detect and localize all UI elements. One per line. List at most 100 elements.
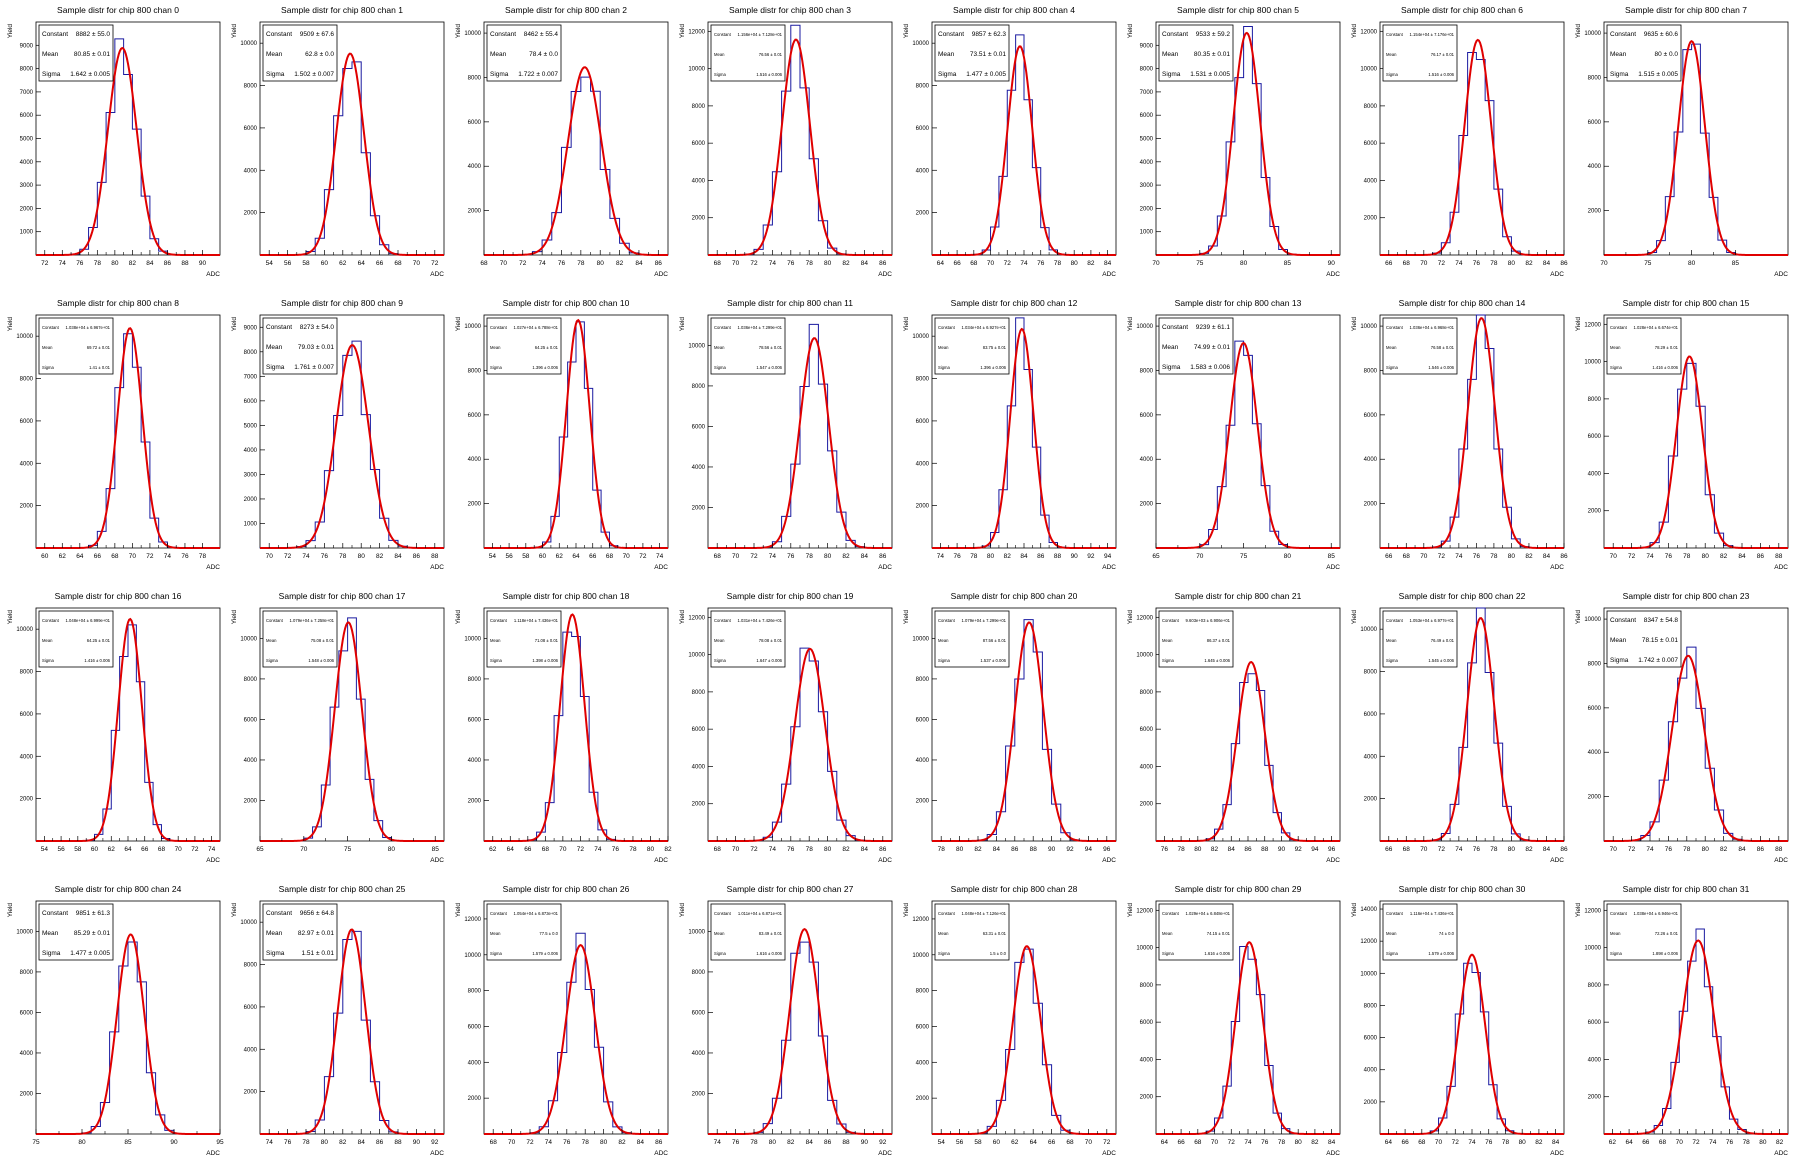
stat-value: 9635 ± 60.6 bbox=[1644, 31, 1679, 38]
x-tick-label: 74 bbox=[59, 260, 67, 267]
x-axis-title: ADC bbox=[654, 271, 668, 278]
x-tick-label: 68 bbox=[1066, 1139, 1074, 1146]
y-tick-label: 6000 bbox=[1364, 712, 1378, 718]
x-tick-label: 70 bbox=[500, 260, 508, 267]
histogram-chart: Sample distr for chip 800 chan 9 70 72 74 76… bbox=[231, 298, 445, 571]
stat-name: Constant bbox=[714, 32, 732, 37]
x-tick-label: 80 bbox=[78, 1139, 86, 1146]
stat-name: Constant bbox=[490, 618, 508, 623]
x-tick-label: 70 bbox=[1196, 553, 1204, 560]
x-tick-label: 72 bbox=[1628, 846, 1636, 853]
gaussian-fit-curve bbox=[1380, 316, 1564, 549]
stat-name: Mean bbox=[714, 345, 725, 350]
stat-value: 76.17 ± 0.01 bbox=[1431, 52, 1455, 57]
x-tick-label: 72 bbox=[1452, 1139, 1460, 1146]
y-tick-label: 8000 bbox=[1364, 368, 1378, 374]
stat-value: 9857 ± 62.3 bbox=[972, 31, 1007, 38]
y-tick-label: 2000 bbox=[20, 797, 34, 803]
histogram-chart: Sample distr for chip 800 chan 4 64 66 68 70… bbox=[903, 5, 1117, 278]
histogram-panel: Sample distr for chip 800 chan 22 66 68 70 7… bbox=[1344, 586, 1568, 879]
histogram-panel: Sample distr for chip 800 chan 30 64 66 68 7… bbox=[1344, 879, 1568, 1172]
x-tick-label: 76 bbox=[612, 846, 620, 853]
stat-value: 1.898 ± 0.006 bbox=[1652, 951, 1678, 956]
x-tick-label: 76 bbox=[1473, 553, 1481, 560]
gaussian-fit-curve bbox=[708, 647, 892, 842]
y-axis-title: Yield bbox=[903, 24, 910, 39]
x-tick-label: 78 bbox=[582, 1139, 590, 1146]
stat-value: 8462 ± 55.4 bbox=[524, 31, 559, 38]
x-tick-label: 84 bbox=[1328, 1139, 1336, 1146]
x-tick-label: 78 bbox=[339, 553, 347, 560]
histogram-chart: Sample distr for chip 800 chan 23 70 72 74 7… bbox=[1575, 591, 1789, 864]
x-tick-label: 66 bbox=[141, 846, 149, 853]
y-tick-label: 8000 bbox=[20, 670, 34, 676]
gaussian-fit-curve bbox=[36, 617, 220, 842]
y-tick-label: 2000 bbox=[244, 1090, 258, 1096]
x-tick-label: 70 bbox=[732, 260, 740, 267]
y-tick-label: 6000 bbox=[692, 141, 706, 147]
gaussian-fit-curve bbox=[260, 52, 444, 256]
x-tick-label: 82 bbox=[1311, 1139, 1319, 1146]
gaussian-fit-curve bbox=[1380, 953, 1564, 1135]
x-tick-label: 74 bbox=[208, 846, 216, 853]
stat-name: Sigma bbox=[1162, 71, 1181, 78]
stat-name: Mean bbox=[1162, 344, 1179, 351]
stat-value: 80.85 ± 0.01 bbox=[74, 51, 110, 58]
stat-name: Mean bbox=[42, 345, 53, 350]
stat-name: Sigma bbox=[1162, 364, 1181, 371]
x-tick-label: 70 bbox=[508, 1139, 516, 1146]
x-tick-label: 72 bbox=[1692, 1139, 1700, 1146]
x-tick-label: 78 bbox=[806, 260, 814, 267]
stat-name: Sigma bbox=[1610, 71, 1629, 78]
y-tick-label: 7000 bbox=[20, 90, 34, 96]
y-axis-title: Yield bbox=[1351, 24, 1358, 39]
y-tick-label: 10000 bbox=[464, 31, 481, 37]
histogram-chart: Sample distr for chip 800 chan 6 66 68 70 72… bbox=[1351, 5, 1568, 278]
y-tick-label: 4000 bbox=[916, 758, 930, 764]
y-tick-label: 10000 bbox=[240, 920, 257, 926]
histogram-chart: Sample distr for chip 800 chan 14 66 68 70 7… bbox=[1351, 298, 1568, 571]
histogram-bars bbox=[260, 61, 444, 256]
x-tick-label: 76 bbox=[1261, 1139, 1269, 1146]
histogram-bars bbox=[1604, 362, 1788, 549]
chart-title: Sample distr for chip 800 chan 21 bbox=[1175, 591, 1302, 601]
y-tick-label: 4000 bbox=[916, 1060, 930, 1066]
x-tick-label: 78 bbox=[1177, 846, 1185, 853]
stat-value: 9.603e+03 ± 6.906e+01 bbox=[1186, 618, 1231, 623]
stat-value: 86.37 ± 0.01 bbox=[1207, 638, 1231, 643]
x-tick-label: 68 bbox=[1403, 846, 1411, 853]
chart-title: Sample distr for chip 800 chan 27 bbox=[727, 884, 854, 894]
y-axis-title: Yield bbox=[903, 903, 910, 918]
y-tick-label: 4000 bbox=[916, 461, 930, 467]
x-tick-label: 72 bbox=[1438, 260, 1446, 267]
x-tick-label: 82 bbox=[842, 260, 850, 267]
x-tick-label: 90 bbox=[413, 1139, 421, 1146]
stat-value: 69.72 ± 0.01 bbox=[87, 345, 111, 350]
y-tick-label: 4000 bbox=[20, 461, 34, 467]
y-tick-label: 1000 bbox=[20, 230, 34, 236]
y-tick-label: 6000 bbox=[692, 1010, 706, 1016]
y-tick-label: 3000 bbox=[1140, 183, 1154, 189]
y-tick-label: 10000 bbox=[1584, 617, 1601, 623]
x-tick-label: 80 bbox=[1284, 553, 1292, 560]
stat-value: 1.548 ± 0.006 bbox=[308, 658, 334, 663]
fit-stats-box bbox=[262, 903, 338, 961]
histogram-panel: Sample distr for chip 800 chan 26 68 70 72 7… bbox=[448, 879, 672, 1172]
histogram-panel: Sample distr for chip 800 chan 28 54 56 58 6… bbox=[896, 879, 1120, 1172]
x-tick-label: 62 bbox=[1609, 1139, 1617, 1146]
y-tick-label: 2000 bbox=[692, 802, 706, 808]
y-axis-title: Yield bbox=[7, 903, 14, 918]
x-tick-label: 92 bbox=[879, 1139, 887, 1146]
chart-title: Sample distr for chip 800 chan 7 bbox=[1625, 5, 1747, 15]
stat-value: 1.502 ± 0.007 bbox=[294, 71, 334, 78]
y-tick-label: 4000 bbox=[468, 758, 482, 764]
x-tick-label: 96 bbox=[1328, 846, 1336, 853]
y-tick-label: 10000 bbox=[1584, 946, 1601, 952]
stat-name: Sigma bbox=[266, 71, 285, 78]
stat-value: 1.079e+04 ± 7.299e+01 bbox=[962, 618, 1007, 623]
y-tick-label: 10000 bbox=[912, 41, 929, 47]
y-tick-label: 2000 bbox=[20, 1091, 34, 1097]
fit-stats-box bbox=[1158, 317, 1234, 375]
stat-name: Sigma bbox=[714, 72, 727, 77]
stat-value: 1.116e+04 ± 7.436e+01 bbox=[1410, 911, 1455, 916]
